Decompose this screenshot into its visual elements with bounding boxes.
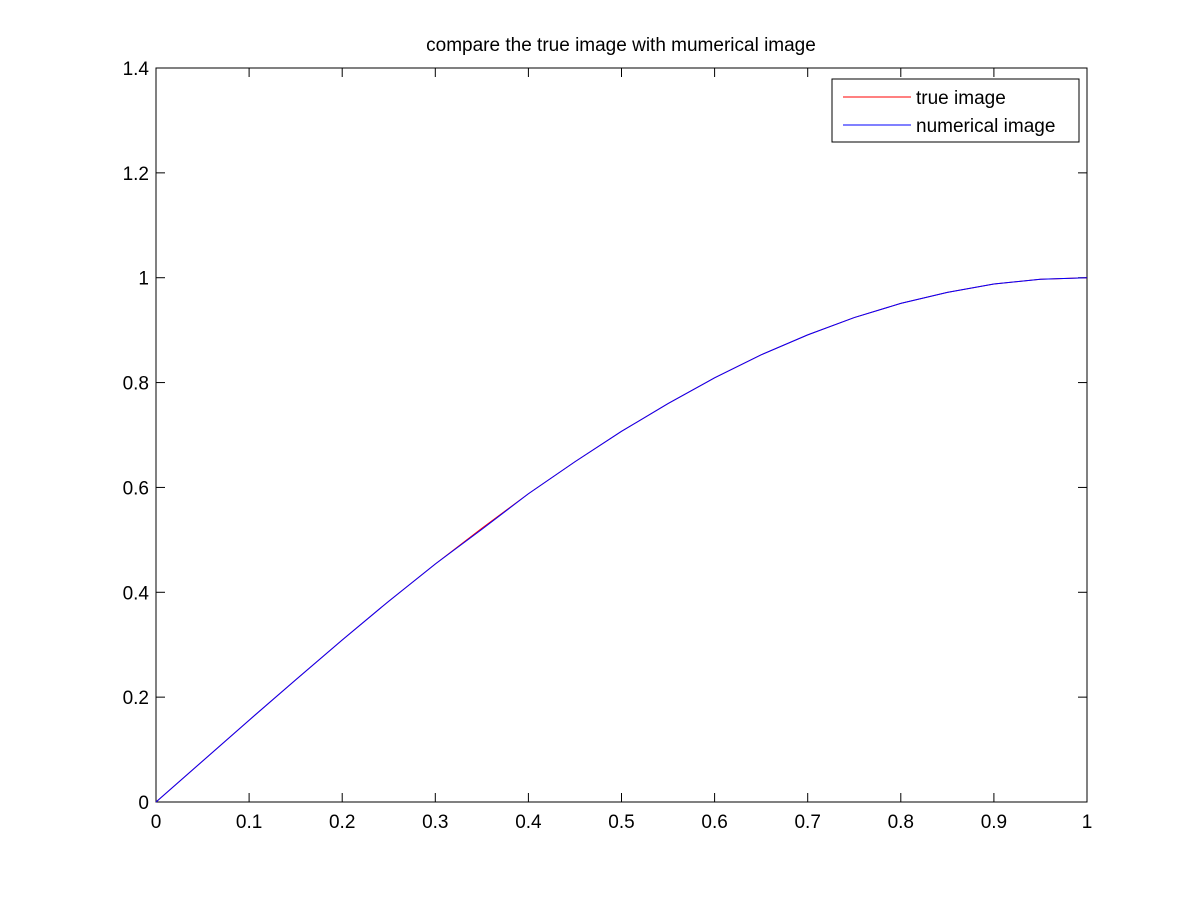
y-tick-label: 1 bbox=[138, 269, 149, 290]
y-axis: 0 0.2 0.4 0.6 0.8 1 1.2 1.4 bbox=[123, 59, 1087, 814]
y-tick-label: 0.2 bbox=[123, 688, 149, 709]
y-tick-label: 0.8 bbox=[123, 374, 149, 395]
plot-area: 0 0.1 0.2 0.3 0.4 0.5 0.6 0.7 0.8 0.9 1 0 0.2 0.4 0.6… bbox=[123, 59, 1093, 833]
legend: true image numerical image bbox=[831, 78, 1080, 143]
y-tick-label: 0.6 bbox=[123, 478, 149, 499]
x-tick-label: 0.7 bbox=[794, 812, 820, 833]
x-tick-label: 0 bbox=[151, 812, 162, 833]
legend-box bbox=[831, 78, 1080, 143]
legend-label-numerical-image: numerical image bbox=[916, 116, 1055, 137]
y-tick-label: 1.4 bbox=[123, 59, 150, 80]
x-tick-label: 0.1 bbox=[236, 812, 262, 833]
x-tick-label: 0.2 bbox=[329, 812, 355, 833]
x-tick-label: 0.9 bbox=[981, 812, 1007, 833]
x-tick-label: 0.5 bbox=[608, 812, 634, 833]
y-tick-label: 1.2 bbox=[123, 164, 149, 185]
chart-title: compare the true image with mumerical im… bbox=[426, 35, 816, 56]
x-tick-label: 0.3 bbox=[422, 812, 448, 833]
y-tick-label: 0.4 bbox=[123, 583, 150, 604]
x-tick-label: 0.4 bbox=[515, 812, 542, 833]
axes-box bbox=[155, 67, 1088, 803]
x-tick-label: 0.6 bbox=[701, 812, 727, 833]
series-lines bbox=[155, 277, 1088, 803]
x-tick-label: 1 bbox=[1082, 812, 1093, 833]
x-tick-label: 0.8 bbox=[888, 812, 914, 833]
x-axis: 0 0.1 0.2 0.3 0.4 0.5 0.6 0.7 0.8 0.9 1 bbox=[151, 68, 1093, 833]
series-line-numerical-image bbox=[155, 277, 1088, 803]
y-tick-label: 0 bbox=[138, 793, 149, 814]
legend-label-true-image: true image bbox=[916, 88, 1006, 109]
